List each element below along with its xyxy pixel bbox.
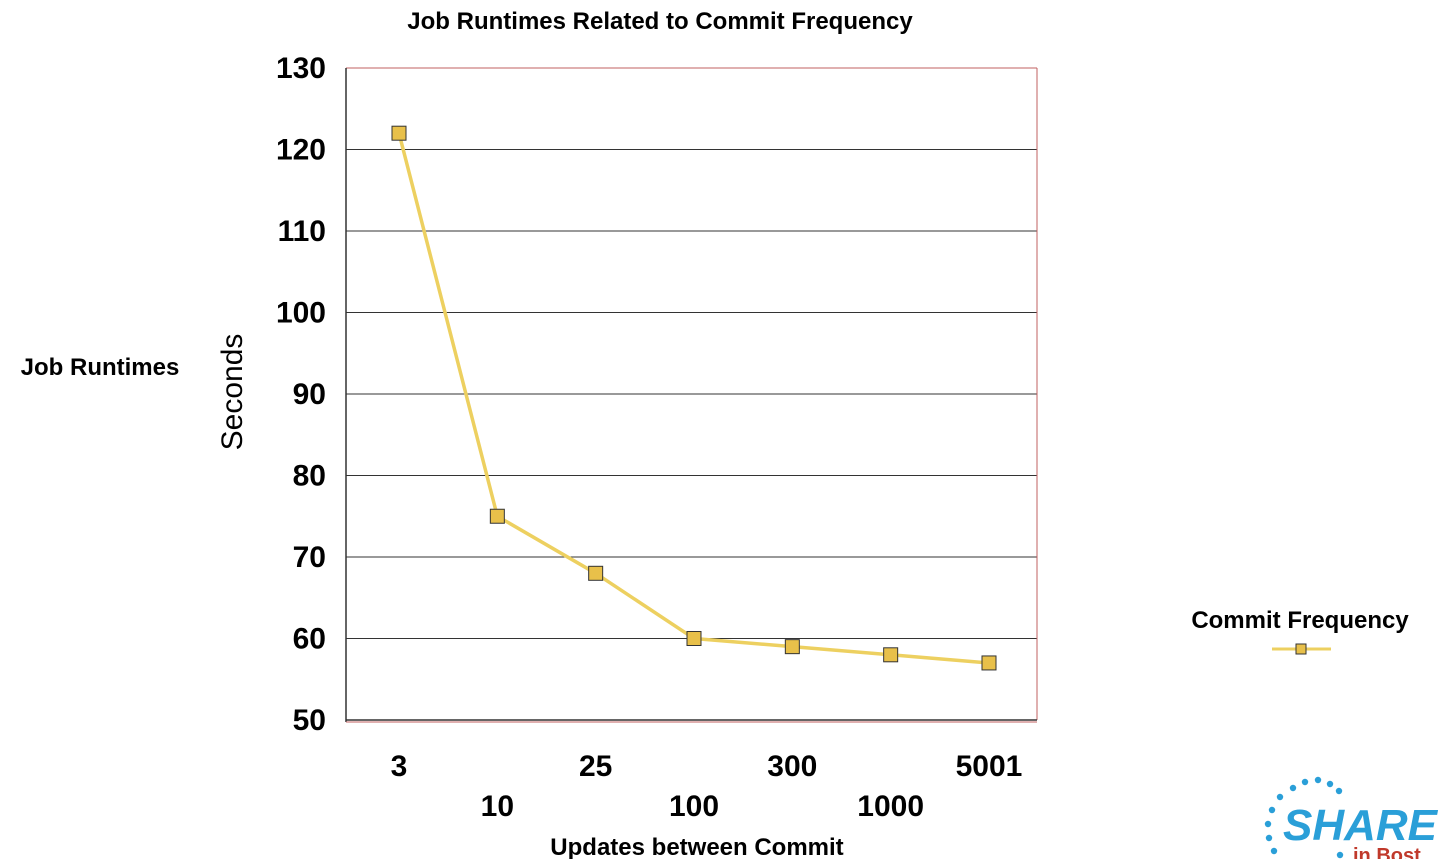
logo-text: SHARE: [1283, 801, 1439, 850]
y-tick-label: 130: [276, 52, 326, 85]
y-tick-label: 110: [278, 215, 326, 248]
data-point: [686, 631, 702, 646]
y-axis-label: Seconds: [216, 334, 249, 451]
x-tick-label: 5001: [956, 750, 1023, 783]
series-line: [397, 132, 990, 665]
x-tick-label: 100: [669, 790, 719, 823]
x-tick-label: 300: [767, 750, 817, 783]
share-logo: SHARE in Bost: [1264, 776, 1439, 859]
side-label: Job Runtimes: [21, 354, 180, 381]
y-tick-label: 60: [293, 623, 326, 656]
x-tick-label: 25: [579, 750, 612, 783]
data-point: [391, 125, 407, 141]
chart-title: Job Runtimes Related to Commit Frequency: [407, 8, 913, 35]
data-point: [489, 508, 505, 524]
data-point: [883, 647, 899, 663]
x-tick-label: 1000: [857, 790, 924, 823]
data-point: [981, 655, 997, 671]
y-tick-label: 100: [276, 297, 326, 330]
y-tick-label: 90: [293, 378, 326, 411]
y-tick-label: 70: [293, 541, 326, 574]
y-tick-label: 50: [293, 704, 326, 737]
logo-dots: [1264, 776, 1344, 859]
series-commit-frequency: [391, 125, 997, 671]
legend: Commit Frequency: [1191, 607, 1409, 655]
x-axis-label: Updates between Commit: [550, 834, 843, 859]
x-tick-label: 10: [481, 790, 514, 823]
plot-area: [345, 67, 1038, 723]
data-point: [588, 565, 604, 581]
legend-marker-swatch: [1295, 643, 1307, 655]
y-tick-label: 80: [293, 460, 326, 493]
x-tick-labels: 3 10 25 100 300 1000 5001: [391, 750, 1023, 823]
y-tick-label: 120: [276, 134, 326, 167]
logo-subtext: in Bost: [1353, 845, 1421, 859]
legend-label: Commit Frequency: [1191, 607, 1409, 634]
data-point: [784, 639, 800, 655]
x-tick-label: 3: [391, 750, 408, 783]
y-tick-labels: 50 60 70 80 90 100 110 120 130: [276, 52, 326, 737]
